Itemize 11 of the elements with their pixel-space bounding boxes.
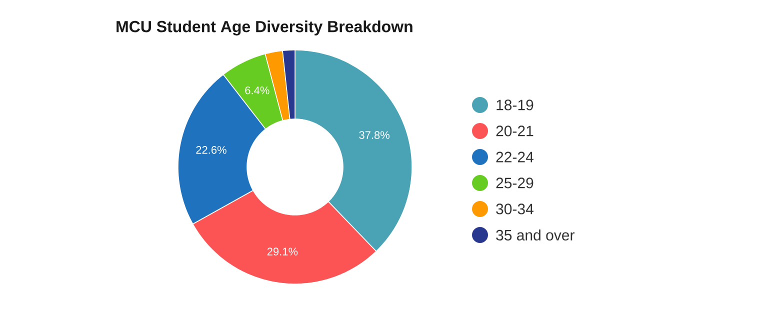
- data-label: 37.8%: [359, 131, 390, 139]
- data-label: 6.4%: [245, 86, 270, 94]
- legend-label: 25-29: [496, 178, 534, 188]
- legend-label: 30-34: [496, 204, 534, 214]
- legend-label: 22-24: [496, 152, 534, 162]
- legend-label: 18-19: [496, 100, 534, 110]
- data-label: 22.6%: [196, 146, 226, 154]
- data-label: 29.1%: [267, 248, 298, 256]
- legend-label: 20-21: [496, 126, 534, 136]
- chart-title: MCU Student Age Diversity Breakdown: [116, 20, 412, 36]
- legend-label: 35 and over: [496, 229, 574, 240]
